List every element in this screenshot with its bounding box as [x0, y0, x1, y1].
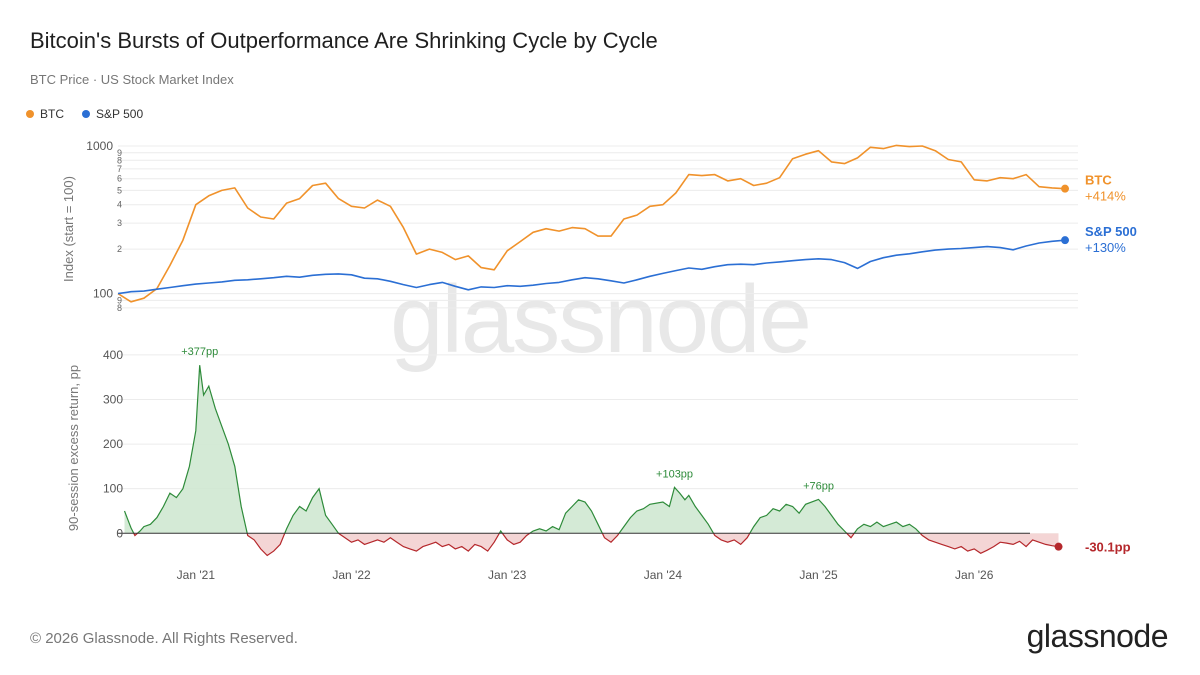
grid: [118, 145, 1078, 490]
y-tick-top-minor: 3: [117, 218, 122, 228]
y-tick-bottom: 0: [116, 526, 123, 540]
excess-return-chart: -30.1pp +377pp +103pp +76pp: [118, 346, 1131, 557]
peak-annotation: +76pp: [803, 480, 834, 492]
excess-end-label: -30.1pp: [1085, 540, 1131, 555]
x-tick: Jan '21: [177, 568, 216, 582]
legend-label-sp500: S&P 500: [96, 107, 144, 121]
price-chart: BTC+414% S&P 500+130%: [117, 144, 1137, 303]
excess-end-marker: [1054, 542, 1063, 551]
y-tick-top-minor: 5: [117, 185, 122, 195]
y-tick-top-minor: 6: [117, 174, 122, 184]
y-tick-top-minor-low: 9: [117, 295, 122, 305]
y-axis-label-top: Index (start = 100): [61, 176, 76, 282]
watermark: glassnode: [390, 266, 810, 373]
x-tick: Jan '26: [955, 568, 994, 582]
peak-annotation: +377pp: [181, 346, 218, 358]
peak-annotation: +103pp: [656, 468, 693, 480]
btc-line: [117, 144, 1066, 303]
y-tick-top-minor-low: 8: [117, 303, 122, 313]
sp500-end-marker: [1061, 236, 1070, 245]
footer-copyright: © 2026 Glassnode. All Rights Reserved.: [30, 630, 298, 647]
y-tick-top-minor: 7: [117, 164, 122, 174]
y-tick-top-major: 1000: [86, 139, 113, 153]
x-tick: Jan '22: [332, 568, 371, 582]
legend-item-btc[interactable]: BTC: [26, 107, 64, 121]
x-tick: Jan '23: [488, 568, 527, 582]
positive-line: [123, 365, 921, 534]
y-axis-label-bottom: 90-session excess return, pp: [66, 365, 81, 531]
y-tick-top-minor: 4: [117, 200, 122, 210]
chart-subtitle: BTC Price · US Stock Market Index: [30, 72, 234, 87]
legend-dot-sp500: [82, 110, 90, 118]
sp500-line: [117, 239, 1066, 295]
y-tick-bottom: 100: [103, 482, 123, 496]
sp500-end-pct: +130%: [1085, 240, 1126, 255]
legend: BTC S&P 500: [26, 107, 143, 121]
legend-dot-btc: [26, 110, 34, 118]
y-tick-bottom: 200: [103, 437, 123, 451]
negative-line: [133, 533, 1059, 557]
btc-end-name: BTC: [1085, 173, 1112, 188]
negative-area: [124, 533, 1059, 556]
btc-end-marker: [1061, 184, 1070, 193]
legend-label-btc: BTC: [40, 107, 64, 121]
y-tick-top-minor: 2: [117, 244, 122, 254]
btc-end-pct: +414%: [1085, 189, 1126, 204]
legend-item-sp500[interactable]: S&P 500: [82, 107, 143, 121]
positive-area: [124, 365, 1059, 534]
x-tick: Jan '24: [644, 568, 683, 582]
y-tick-top-minor: 8: [117, 155, 122, 165]
chart-title: Bitcoin's Bursts of Outperformance Are S…: [30, 28, 658, 53]
y-tick-top-major: 100: [93, 287, 113, 301]
x-tick: Jan '25: [799, 568, 838, 582]
y-tick-bottom: 300: [103, 393, 123, 407]
glassnode-logo: glassnode: [1026, 618, 1169, 654]
y-tick-bottom: 400: [103, 348, 123, 362]
y-tick-top-minor: 9: [117, 148, 122, 158]
sp500-end-name: S&P 500: [1085, 224, 1137, 239]
